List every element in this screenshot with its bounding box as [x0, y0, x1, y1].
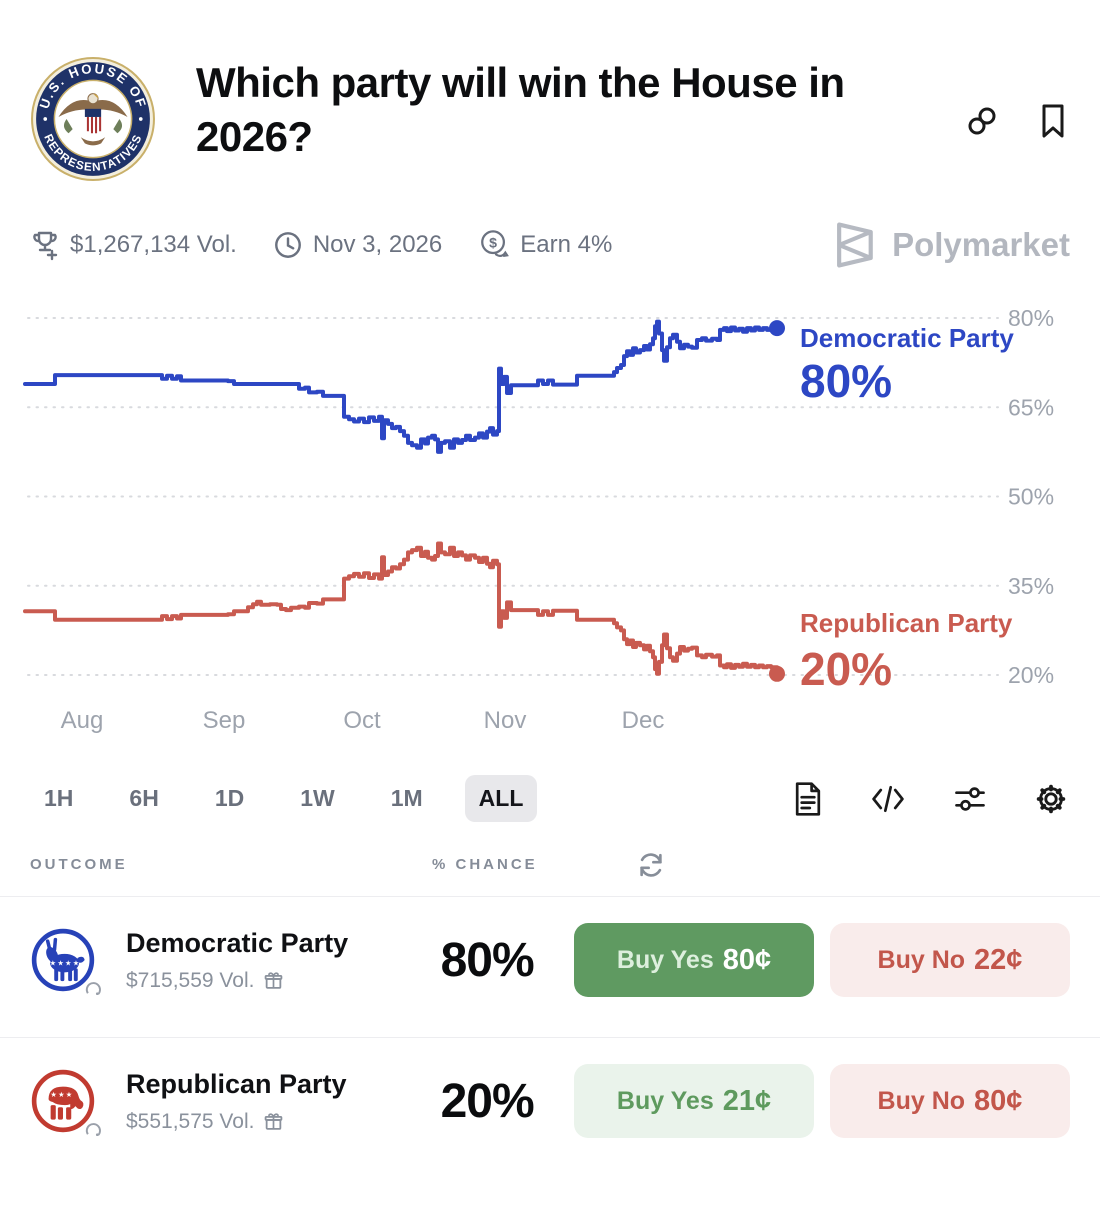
settings-gear-icon [1036, 784, 1066, 813]
svg-text:★★★: ★★★ [50, 1090, 73, 1099]
divider [0, 1037, 1100, 1038]
ytick-35: 35% [1008, 573, 1054, 599]
xtick-Dec: Dec [622, 707, 665, 734]
clock-icon [274, 232, 301, 258]
series-endpoint-1 [769, 665, 785, 682]
outcome-name: Democratic Party [126, 927, 349, 958]
buy-yes-price: 21¢ [722, 1084, 772, 1117]
timeframe-1w[interactable]: 1W [286, 775, 349, 822]
xtick-Aug: Aug [61, 707, 104, 734]
xtick-Oct: Oct [343, 707, 381, 734]
timeframe-1h[interactable]: 1H [30, 775, 87, 822]
donkey-icon: ★★★★ [31, 928, 95, 992]
svg-text:★★★★: ★★★★ [50, 959, 81, 968]
democratic-party-icon: ★★★★ [30, 927, 102, 997]
dem-series-value: 80% [800, 355, 892, 407]
gift-icon [265, 972, 283, 989]
dem-series-label: Democratic Party [800, 323, 1014, 353]
buy-no-republican-button[interactable]: Buy No 80¢ [830, 1064, 1070, 1138]
news-icon [795, 781, 821, 816]
end-date-text: Nov 3, 2026 [312, 231, 443, 258]
buy-yes-label: Buy Yes [616, 1086, 714, 1115]
elephant-icon: ★★★ [31, 1069, 95, 1133]
outcome-row-republican[interactable]: ★★★ Republican Party $551,575 Vol. 20% B… [0, 1038, 1100, 1164]
market-header: U.S. HOUSE OF REPRESENTATIVES Which part… [0, 0, 1100, 187]
xtick-Nov: Nov [484, 707, 527, 734]
earn-stat: $ Earn 4% [478, 229, 612, 261]
timeframe-6h[interactable]: 6H [115, 775, 172, 822]
buy-yes-label: Buy Yes [616, 945, 714, 974]
outcome-volume: $551,575 Vol. [126, 1109, 255, 1133]
xtick-Sep: Sep [203, 707, 246, 734]
bookmark-button[interactable] [1036, 102, 1070, 140]
outcome-volume: $715,559 Vol. [126, 968, 255, 992]
info-icon [85, 980, 102, 997]
timeframe-1m[interactable]: 1M [377, 775, 437, 822]
rep-series-label: Republican Party [800, 608, 1013, 638]
ytick-20: 20% [1008, 662, 1054, 688]
chart-month-labels: Aug Sep Oct Nov Dec [61, 707, 665, 734]
earn-text: Earn 4% [520, 231, 613, 258]
volume-text: $1,267,134 Vol. [70, 231, 237, 258]
timeframe-1d[interactable]: 1D [201, 775, 258, 822]
news-button[interactable] [790, 780, 826, 818]
bookmark-icon [1042, 104, 1064, 138]
chart-controls: 1H 6H 1D 1W 1M ALL [0, 775, 1100, 822]
chance-column-header: % CHANCE [432, 856, 538, 873]
outcome-name: Republican Party [126, 1068, 347, 1099]
polymarket-brand: Polymarket [828, 217, 1070, 273]
divider [0, 896, 1100, 897]
outcomes-table-header: OUTCOME % CHANCE [0, 853, 1100, 882]
house-of-representatives-seal: U.S. HOUSE OF REPRESENTATIVES [30, 56, 156, 187]
volume-stat: $1,267,134 Vol. [30, 229, 237, 261]
outcome-chance: 20% [440, 1074, 535, 1128]
polymarket-logo-icon [837, 222, 873, 268]
buy-no-price: 22¢ [974, 943, 1023, 976]
chart-gridlines: 80% 65% 50% 35% 20% [27, 305, 1054, 688]
earn-icon: $ [481, 230, 510, 257]
chart-canvas[interactable]: 80% 65% 50% 35% 20% Aug Sep Oct Nov Dec Democrat… [0, 281, 1100, 741]
refresh-icon [640, 853, 662, 877]
market-meta: $1,267,134 Vol. Nov 3, 2026 $ Earn 4% Po… [0, 217, 1100, 273]
buy-yes-democratic-button[interactable]: Buy Yes 80¢ [574, 923, 814, 997]
series-line-1 [23, 541, 779, 676]
buy-yes-republican-button[interactable]: Buy Yes 21¢ [574, 1064, 814, 1138]
buy-no-price: 80¢ [974, 1084, 1023, 1117]
svg-text:$: $ [489, 234, 497, 250]
buy-no-label: Buy No [877, 945, 966, 974]
gift-icon [265, 1113, 283, 1130]
info-icon [85, 1121, 102, 1138]
chart-settings-button[interactable] [950, 781, 990, 817]
link-icon [968, 107, 996, 135]
trophy-icon [33, 231, 58, 261]
chart-series-lines [23, 319, 785, 682]
ytick-50: 50% [1008, 484, 1054, 510]
buy-yes-price: 80¢ [722, 943, 772, 976]
series-endpoint-0 [769, 320, 785, 337]
brand-name: Polymarket [892, 226, 1070, 263]
page-title: Which party will win the House in 2026? [196, 59, 845, 160]
ytick-80: 80% [1008, 305, 1054, 331]
embed-code-icon [872, 785, 904, 812]
series-line-0 [23, 319, 779, 454]
rep-series-value: 20% [800, 643, 892, 695]
buy-no-democratic-button[interactable]: Buy No 22¢ [830, 923, 1070, 997]
settings-button[interactable] [1032, 780, 1070, 818]
price-chart: 80% 65% 50% 35% 20% Aug Sep Oct Nov Dec Democrat… [0, 281, 1100, 741]
end-date-stat: Nov 3, 2026 [273, 230, 442, 260]
sliders-icon [955, 786, 985, 811]
timeframe-all[interactable]: ALL [464, 775, 538, 822]
republican-party-icon: ★★★ [30, 1068, 102, 1138]
embed-button[interactable] [868, 781, 908, 817]
outcome-chance: 80% [440, 933, 535, 987]
buy-no-label: Buy No [877, 1086, 966, 1115]
copy-link-button[interactable] [964, 102, 1000, 140]
ytick-65: 65% [1008, 394, 1054, 420]
outcome-row-democratic[interactable]: ★★★★ Democratic Party $715,559 Vol. 80% … [0, 897, 1100, 1023]
refresh-button[interactable] [636, 850, 666, 880]
outcome-column-header: OUTCOME [30, 856, 128, 873]
